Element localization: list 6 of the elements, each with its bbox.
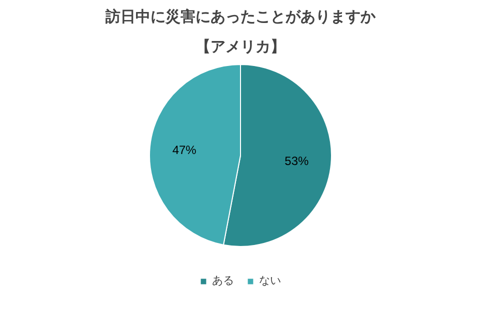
legend-label: ない [259, 273, 281, 288]
data-label: 53% [284, 154, 310, 168]
chart-title: 訪日中に災害にあったことがありますか [104, 8, 376, 26]
chart-subtitle: 【アメリカ】 [196, 38, 286, 56]
legend-label: ある [212, 273, 234, 288]
data-label: 47% [172, 143, 197, 158]
